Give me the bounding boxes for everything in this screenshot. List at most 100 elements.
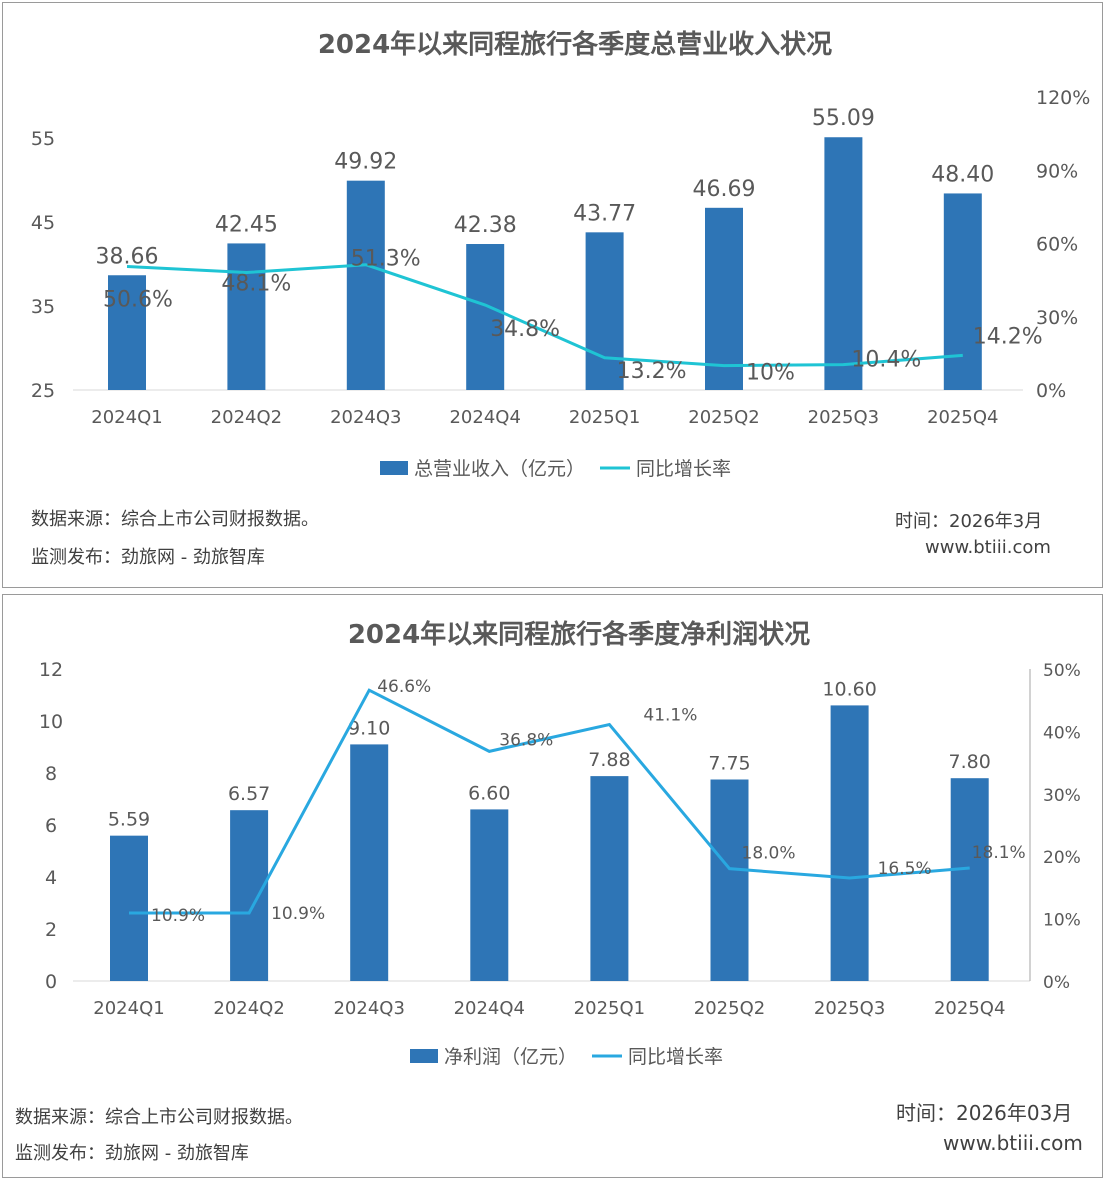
revenue-chart: 2024年以来同程旅行各季度总营业收入状况 25 35 45 55 0% 30% 60% 90%… — [31, 29, 1090, 480]
bar-value-label: 7.80 — [949, 751, 991, 773]
website: www.btiii.com — [943, 1131, 1083, 1155]
x-tick-label: 2025Q2 — [694, 998, 765, 1019]
bar-value-label: 55.09 — [812, 106, 875, 131]
bar — [466, 244, 505, 390]
x-tick-label: 2024Q2 — [213, 998, 284, 1019]
y-left-tick: 8 — [45, 763, 57, 785]
line-value-label: 18.1% — [972, 843, 1026, 863]
bar-value-label: 49.92 — [334, 150, 397, 175]
bar-value-label: 43.77 — [573, 201, 636, 226]
y-right-tick: 90% — [1036, 160, 1078, 182]
bar — [824, 137, 863, 390]
y-left-tick: 45 — [31, 212, 55, 234]
line-value-label: 36.8% — [499, 730, 553, 750]
line-value-label: 10% — [746, 361, 795, 386]
x-tick-label: 2024Q4 — [454, 998, 525, 1019]
publisher: 监测发布：劲旅网 - 劲旅智库 — [15, 1143, 249, 1164]
line-value-label: 50.6% — [103, 287, 173, 312]
legend-bar-label: 总营业收入（亿元） — [414, 458, 585, 480]
line-value-label: 10.9% — [271, 904, 325, 924]
publish-time: 时间：2026年3月 — [895, 511, 1043, 532]
y-left-tick: 2 — [45, 919, 57, 941]
line-value-label: 51.3% — [351, 247, 421, 272]
x-tick-label: 2024Q4 — [449, 407, 520, 428]
x-tick-label: 2024Q1 — [91, 407, 162, 428]
x-tick-label: 2025Q1 — [574, 998, 645, 1019]
x-tick-label: 2025Q3 — [814, 998, 885, 1019]
bar — [350, 744, 389, 981]
y-left-tick: 6 — [45, 815, 57, 837]
x-tick-label: 2024Q3 — [333, 998, 404, 1019]
bar — [590, 776, 629, 981]
bar-value-label: 5.59 — [108, 809, 150, 831]
publisher: 监测发布：劲旅网 - 劲旅智库 — [31, 547, 265, 568]
chart-title: 2024年以来同程旅行各季度净利润状况 — [348, 619, 810, 650]
y-right-tick: 60% — [1036, 234, 1078, 256]
legend-line-label: 同比增长率 — [636, 458, 731, 480]
x-tick-label: 2025Q1 — [569, 407, 640, 428]
bar-value-label: 9.10 — [348, 717, 390, 739]
y-left-tick: 35 — [31, 296, 55, 318]
profit-chart-panel: 2024年以来同程旅行各季度净利润状况 0 2 4 6 8 10 12 0% 10% 20% 30% 4… — [2, 594, 1103, 1178]
bar — [108, 275, 146, 390]
line-value-label: 46.6% — [377, 677, 431, 697]
y-right-tick: 10% — [1043, 911, 1081, 931]
bar — [227, 243, 266, 390]
x-tick-label: 2025Q4 — [927, 407, 998, 428]
bar — [710, 779, 749, 981]
legend-line-label: 同比增长率 — [628, 1046, 723, 1068]
y-right-tick: 0% — [1036, 380, 1066, 402]
line-value-label: 18.0% — [742, 844, 796, 864]
legend-bar-swatch — [410, 1049, 438, 1063]
line-value-label: 14.2% — [973, 324, 1043, 349]
bar — [230, 810, 269, 981]
website: www.btiii.com — [925, 537, 1051, 558]
revenue-chart-panel: 2024年以来同程旅行各季度总营业收入状况 25 35 45 55 0% 30% 60% 90%… — [2, 2, 1103, 588]
y-right-tick: 0% — [1043, 973, 1070, 993]
x-tick-label: 2024Q1 — [93, 998, 164, 1019]
line-value-label: 48.1% — [221, 272, 291, 297]
y-left-tick: 10 — [39, 711, 63, 733]
y-left-tick: 12 — [39, 659, 63, 681]
bar-value-label: 42.38 — [454, 213, 517, 238]
bar — [585, 232, 624, 390]
growth-rate-line — [129, 688, 970, 915]
bar-value-label: 6.60 — [468, 782, 510, 804]
line-value-label: 34.8% — [490, 317, 560, 342]
bar — [705, 207, 743, 390]
y-right-tick: 30% — [1036, 307, 1078, 329]
y-right-tick: 50% — [1043, 661, 1081, 681]
line-value-label: 10.4% — [851, 348, 921, 373]
bar-value-label: 48.40 — [931, 162, 994, 187]
bar — [950, 778, 989, 981]
publish-time: 时间：2026年03月 — [896, 1101, 1073, 1125]
x-tick-label: 2025Q2 — [688, 407, 759, 428]
line-value-label: 13.2% — [617, 359, 687, 384]
bar — [110, 835, 148, 981]
growth-rate-line — [126, 263, 963, 368]
line-value-label: 10.9% — [151, 906, 205, 926]
bar — [943, 193, 982, 390]
profit-chart: 2024年以来同程旅行各季度净利润状况 0 2 4 6 8 10 12 0% 10% 20% 30% 4… — [39, 619, 1081, 1068]
line-value-label: 41.1% — [643, 706, 697, 726]
x-tick-label: 2024Q3 — [330, 407, 401, 428]
bar-value-label: 38.66 — [96, 244, 159, 269]
x-tick-label: 2024Q2 — [211, 407, 282, 428]
bar-value-label: 46.69 — [693, 177, 756, 202]
bar-value-label: 6.57 — [228, 783, 270, 805]
bar — [830, 705, 869, 981]
y-left-tick: 25 — [31, 380, 55, 402]
line-value-label: 16.5% — [878, 859, 932, 879]
bar — [346, 180, 385, 390]
chart-title: 2024年以来同程旅行各季度总营业收入状况 — [318, 29, 832, 60]
bar-value-label: 10.60 — [822, 678, 876, 700]
bar-value-label: 7.88 — [588, 749, 630, 771]
y-left-tick: 0 — [45, 971, 57, 993]
x-tick-label: 2025Q3 — [808, 407, 879, 428]
y-left-tick: 4 — [45, 867, 57, 889]
data-source: 数据来源：综合上市公司财报数据。 — [31, 509, 319, 530]
y-right-tick: 20% — [1043, 848, 1081, 868]
bar-value-label: 42.45 — [215, 212, 278, 237]
y-left-tick: 55 — [31, 128, 55, 150]
